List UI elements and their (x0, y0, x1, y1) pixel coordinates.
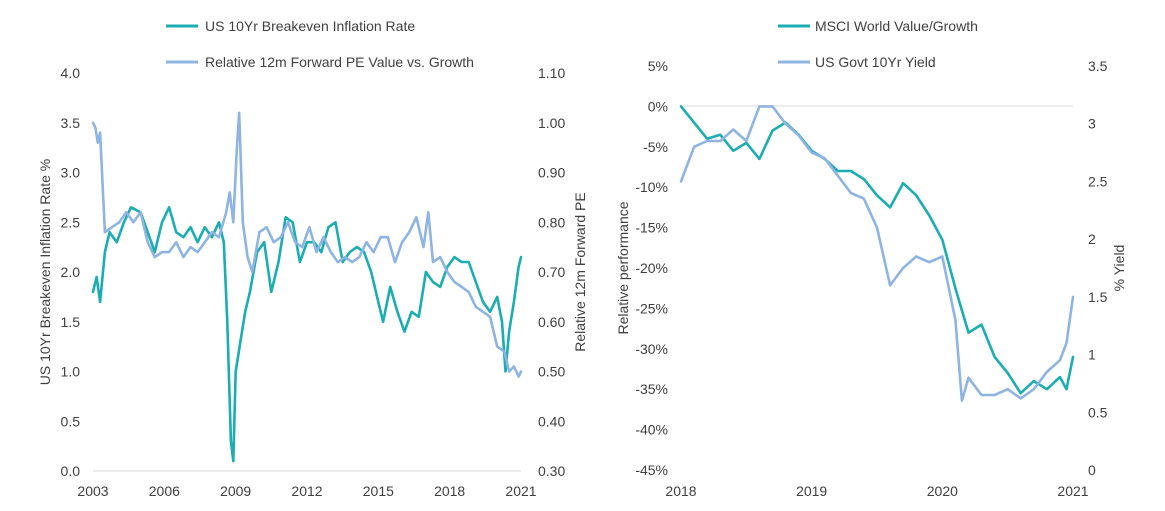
y-left-tick-label: 5% (648, 58, 668, 74)
x-tick-label: 2018 (434, 483, 465, 499)
x-tick-label: 2009 (220, 483, 251, 499)
legend-entry-0: US 10Yr Breakeven Inflation Rate (205, 18, 415, 34)
y-right-tick-label: 0 (1088, 462, 1096, 478)
y-right-tick-label: 0.40 (538, 413, 565, 429)
y-right-axis-title: Relative 12m Forward PE (572, 192, 588, 352)
y-left-tick-label: -5% (643, 139, 668, 155)
y-right-tick-label: 3.5 (1088, 58, 1108, 74)
y-right-tick-label: 0.90 (538, 165, 565, 181)
x-tick-label: 2021 (505, 483, 536, 499)
y-right-tick-labels: 0.30 0.40 0.50 0.60 0.70 0.80 0.90 1.00 1.10 (538, 65, 565, 479)
y-right-axis-title: % Yield (1111, 245, 1127, 292)
y-left-tick-label: -45% (635, 462, 668, 478)
y-right-tick-label: 0.70 (538, 264, 565, 280)
y-right-tick-label: 2.5 (1088, 173, 1108, 189)
y-left-tick-label: -15% (635, 220, 668, 236)
y-right-tick-label: 2 (1088, 231, 1096, 247)
x-tick-label: 2006 (149, 483, 180, 499)
y-left-tick-label: -30% (635, 341, 668, 357)
y-left-tick-label: -25% (635, 300, 668, 316)
series-lines (91, 111, 523, 463)
y-left-tick-label: -20% (635, 260, 668, 276)
chart-inflation-vs-pe: US 10Yr Breakeven Inflation Rate Relativ… (37, 18, 588, 499)
y-left-tick-label: -40% (635, 422, 668, 438)
y-left-tick-label: -35% (635, 381, 668, 397)
y-right-tick-label: 0.60 (538, 314, 565, 330)
y-left-axis-title: US 10Yr Breakeven Inflation Rate % (37, 159, 53, 385)
y-right-tick-label: 0.30 (538, 463, 565, 479)
series-line-1 (679, 105, 1075, 403)
y-right-tick-label: 1 (1088, 347, 1096, 363)
x-tick-labels: 2003 2006 2009 2012 2015 2018 2021 (77, 483, 536, 499)
y-left-tick-label: 3.0 (61, 165, 81, 181)
x-tick-label: 2012 (291, 483, 322, 499)
y-left-tick-label: 2.0 (61, 264, 81, 280)
legend-entry-1: Relative 12m Forward PE Value vs. Growth (205, 54, 474, 70)
y-left-tick-labels: 0.0 0.5 1.0 1.5 2.0 2.5 3.0 3.5 4.0 (61, 65, 81, 479)
series-line-0 (91, 206, 523, 463)
y-left-tick-label: 4.0 (61, 65, 81, 81)
y-right-tick-label: 1.10 (538, 65, 565, 81)
series-line-0 (679, 105, 1075, 395)
x-tick-label: 2021 (1057, 483, 1088, 499)
y-left-tick-label: 1.0 (61, 364, 81, 380)
y-right-tick-label: 1.00 (538, 115, 565, 131)
x-tick-label: 2020 (927, 483, 958, 499)
y-left-tick-labels: -45% -40% -35% -30% -25% -20% -15% -10% -5% 0% 5% (635, 58, 668, 478)
y-left-axis-title: Relative performance (615, 201, 631, 334)
legend-entry-1: US Govt 10Yr Yield (815, 54, 936, 70)
y-left-tick-label: 0.0 (61, 463, 81, 479)
x-tick-label: 2018 (665, 483, 696, 499)
y-right-tick-label: 1.5 (1088, 289, 1108, 305)
x-tick-label: 2003 (77, 483, 108, 499)
y-left-tick-label: 0% (648, 98, 668, 114)
series-lines (679, 105, 1075, 403)
legend: MSCI World Value/Growth US Govt 10Yr Yie… (778, 18, 978, 70)
y-right-tick-label: 0.5 (1088, 404, 1108, 420)
y-left-tick-label: 2.5 (61, 214, 81, 230)
y-left-tick-label: 0.5 (61, 413, 81, 429)
x-tick-label: 2015 (363, 483, 394, 499)
y-left-tick-label: 1.5 (61, 314, 81, 330)
legend: US 10Yr Breakeven Inflation Rate Relativ… (166, 18, 474, 70)
y-right-tick-label: 3 (1088, 116, 1096, 132)
x-tick-label: 2019 (796, 483, 827, 499)
y-right-tick-labels: 0 0.5 1 1.5 2 2.5 3 3.5 (1088, 58, 1108, 478)
y-right-tick-label: 0.50 (538, 364, 565, 380)
x-tick-labels: 2018 2019 2020 2021 (665, 483, 1088, 499)
y-left-tick-label: 3.5 (61, 115, 81, 131)
series-line-1 (91, 111, 523, 378)
legend-entry-0: MSCI World Value/Growth (815, 18, 978, 34)
chart-value-growth-vs-yield: MSCI World Value/Growth US Govt 10Yr Yie… (615, 18, 1127, 499)
y-left-tick-label: -10% (635, 179, 668, 195)
y-right-tick-label: 0.80 (538, 214, 565, 230)
